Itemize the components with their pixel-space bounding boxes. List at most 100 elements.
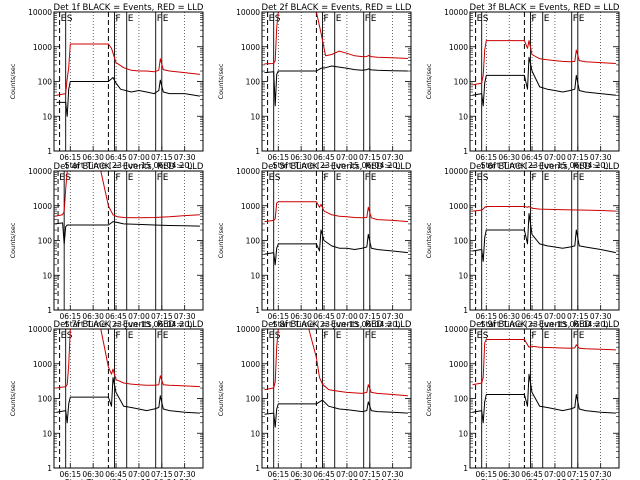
x-tick-label: 07:15 xyxy=(151,153,173,162)
event-marker-label: E xyxy=(128,14,134,24)
y-tick-label: 10 xyxy=(250,271,260,280)
y-axis-label: Counts/sec xyxy=(425,63,433,99)
event-marker-label: E xyxy=(336,173,342,183)
y-tick-label: 10 xyxy=(458,429,468,438)
event-marker-label: E xyxy=(477,14,483,24)
x-tick-label: 07:15 xyxy=(359,470,381,479)
x-tick-label: 07:00 xyxy=(336,470,358,479)
series-line-lld xyxy=(472,339,616,386)
x-tick-label: 06:45 xyxy=(105,470,127,479)
x-tick-label: 07:00 xyxy=(128,312,150,321)
x-axis-label: Start Time (23-Jun-15 06:04:20) xyxy=(481,320,609,329)
event-marker-label: E xyxy=(371,173,377,183)
x-axis-label: Start Time (23-Jun-15 06:04:20) xyxy=(65,478,193,480)
x-tick-label: 06:15 xyxy=(59,153,81,162)
x-tick-label: 07:30 xyxy=(382,153,404,162)
x-axis-label: Start Time (23-Jun-15 06:04:20) xyxy=(273,478,401,480)
chart-title: Det 3f BLACK = Events, RED = LLD xyxy=(470,3,620,13)
event-marker-label: S xyxy=(275,173,281,183)
y-tick-label: 100 xyxy=(246,395,261,404)
y-tick-label: 10000 xyxy=(444,325,468,334)
event-marker-label: E xyxy=(579,331,585,341)
x-tick-label: 06:15 xyxy=(475,312,497,321)
y-tick-label: 1000 xyxy=(241,43,260,52)
y-tick-label: 10000 xyxy=(28,325,52,334)
y-tick-label: 1000 xyxy=(33,43,52,52)
plot-frame xyxy=(469,328,620,469)
x-tick-label: 06:15 xyxy=(267,312,289,321)
y-tick-label: 1 xyxy=(463,147,468,156)
y-tick-label: 1 xyxy=(255,306,260,315)
y-tick-label: 1 xyxy=(463,306,468,315)
event-marker-label: F xyxy=(157,331,162,341)
chart-panel-3: Det 3f BLACK = Events, RED = LLD Counts/s… xyxy=(425,3,620,170)
x-tick-label: 07:30 xyxy=(174,470,196,479)
y-axis-label: Counts/sec xyxy=(425,222,433,258)
series-line-events xyxy=(472,373,616,424)
event-marker-label: E xyxy=(579,14,585,24)
y-tick-label: 1 xyxy=(255,147,260,156)
x-tick-label: 06:30 xyxy=(82,470,104,479)
plot-frame xyxy=(53,11,204,152)
y-tick-label: 10000 xyxy=(444,167,468,176)
y-tick-label: 10 xyxy=(250,112,260,121)
x-tick-label: 07:30 xyxy=(590,470,612,479)
series-line-events xyxy=(56,77,200,117)
y-tick-label: 1000 xyxy=(449,360,468,369)
event-marker-label: E xyxy=(371,331,377,341)
event-marker-label: E xyxy=(128,173,134,183)
event-marker-label: F xyxy=(116,173,121,183)
chart-title: Det 7f BLACK = Events, RED = LLD xyxy=(54,320,204,330)
event-marker-label: E xyxy=(163,331,169,341)
x-tick-label: 06:15 xyxy=(267,153,289,162)
event-marker-label: E xyxy=(371,14,377,24)
event-marker-label: E xyxy=(59,173,65,183)
y-tick-label: 1 xyxy=(47,147,52,156)
x-tick-label: 06:30 xyxy=(290,312,312,321)
x-axis-label: Start Time (23-Jun-15 06:04:20) xyxy=(481,478,609,480)
event-marker-label: F xyxy=(532,173,537,183)
y-axis-label: Counts/sec xyxy=(217,380,225,416)
event-marker-label: E xyxy=(336,14,342,24)
x-tick-label: 06:45 xyxy=(521,470,543,479)
x-tick-label: 07:00 xyxy=(336,153,358,162)
y-tick-label: 100 xyxy=(38,237,53,246)
x-tick-label: 06:45 xyxy=(313,312,335,321)
x-tick-label: 06:15 xyxy=(59,470,81,479)
event-marker-label: E xyxy=(544,331,550,341)
series-line-events xyxy=(54,221,200,245)
y-axis-label: Counts/sec xyxy=(217,222,225,258)
series-line-lld xyxy=(264,201,408,223)
event-marker-label: F xyxy=(532,331,537,341)
chart-title: Det 8f BLACK = Events, RED = LLD xyxy=(262,320,412,330)
plot-frame xyxy=(53,328,204,469)
x-tick-label: 06:15 xyxy=(475,153,497,162)
series-line-lld xyxy=(472,40,616,86)
x-tick-label: 06:30 xyxy=(498,470,520,479)
event-marker-label: E xyxy=(544,14,550,24)
chart-panel-9: Det 9f BLACK = Events, RED = LLD Counts/s… xyxy=(425,320,620,480)
series-line-lld xyxy=(472,206,616,212)
x-tick-label: 07:15 xyxy=(151,312,173,321)
y-tick-label: 10 xyxy=(458,271,468,280)
x-tick-label: 07:30 xyxy=(590,153,612,162)
x-tick-label: 06:30 xyxy=(498,312,520,321)
series-line-events xyxy=(472,213,616,262)
x-tick-label: 07:00 xyxy=(336,312,358,321)
event-marker-label: F xyxy=(365,331,370,341)
event-marker-label: E xyxy=(269,173,275,183)
y-tick-label: 10 xyxy=(42,112,52,121)
chart-title: Det 9f BLACK = Events, RED = LLD xyxy=(470,320,620,330)
y-tick-label: 1000 xyxy=(241,202,260,211)
x-tick-label: 07:15 xyxy=(567,153,589,162)
series-line-lld xyxy=(264,328,408,397)
event-marker-label: E xyxy=(163,173,169,183)
event-marker-label: S xyxy=(483,14,489,24)
event-marker-label: S xyxy=(67,14,73,24)
y-tick-label: 1000 xyxy=(33,202,52,211)
event-marker-label: F xyxy=(365,173,370,183)
series-line-events xyxy=(264,399,408,428)
x-tick-label: 07:00 xyxy=(544,153,566,162)
event-marker-label: F xyxy=(324,14,329,24)
x-tick-label: 07:00 xyxy=(128,470,150,479)
